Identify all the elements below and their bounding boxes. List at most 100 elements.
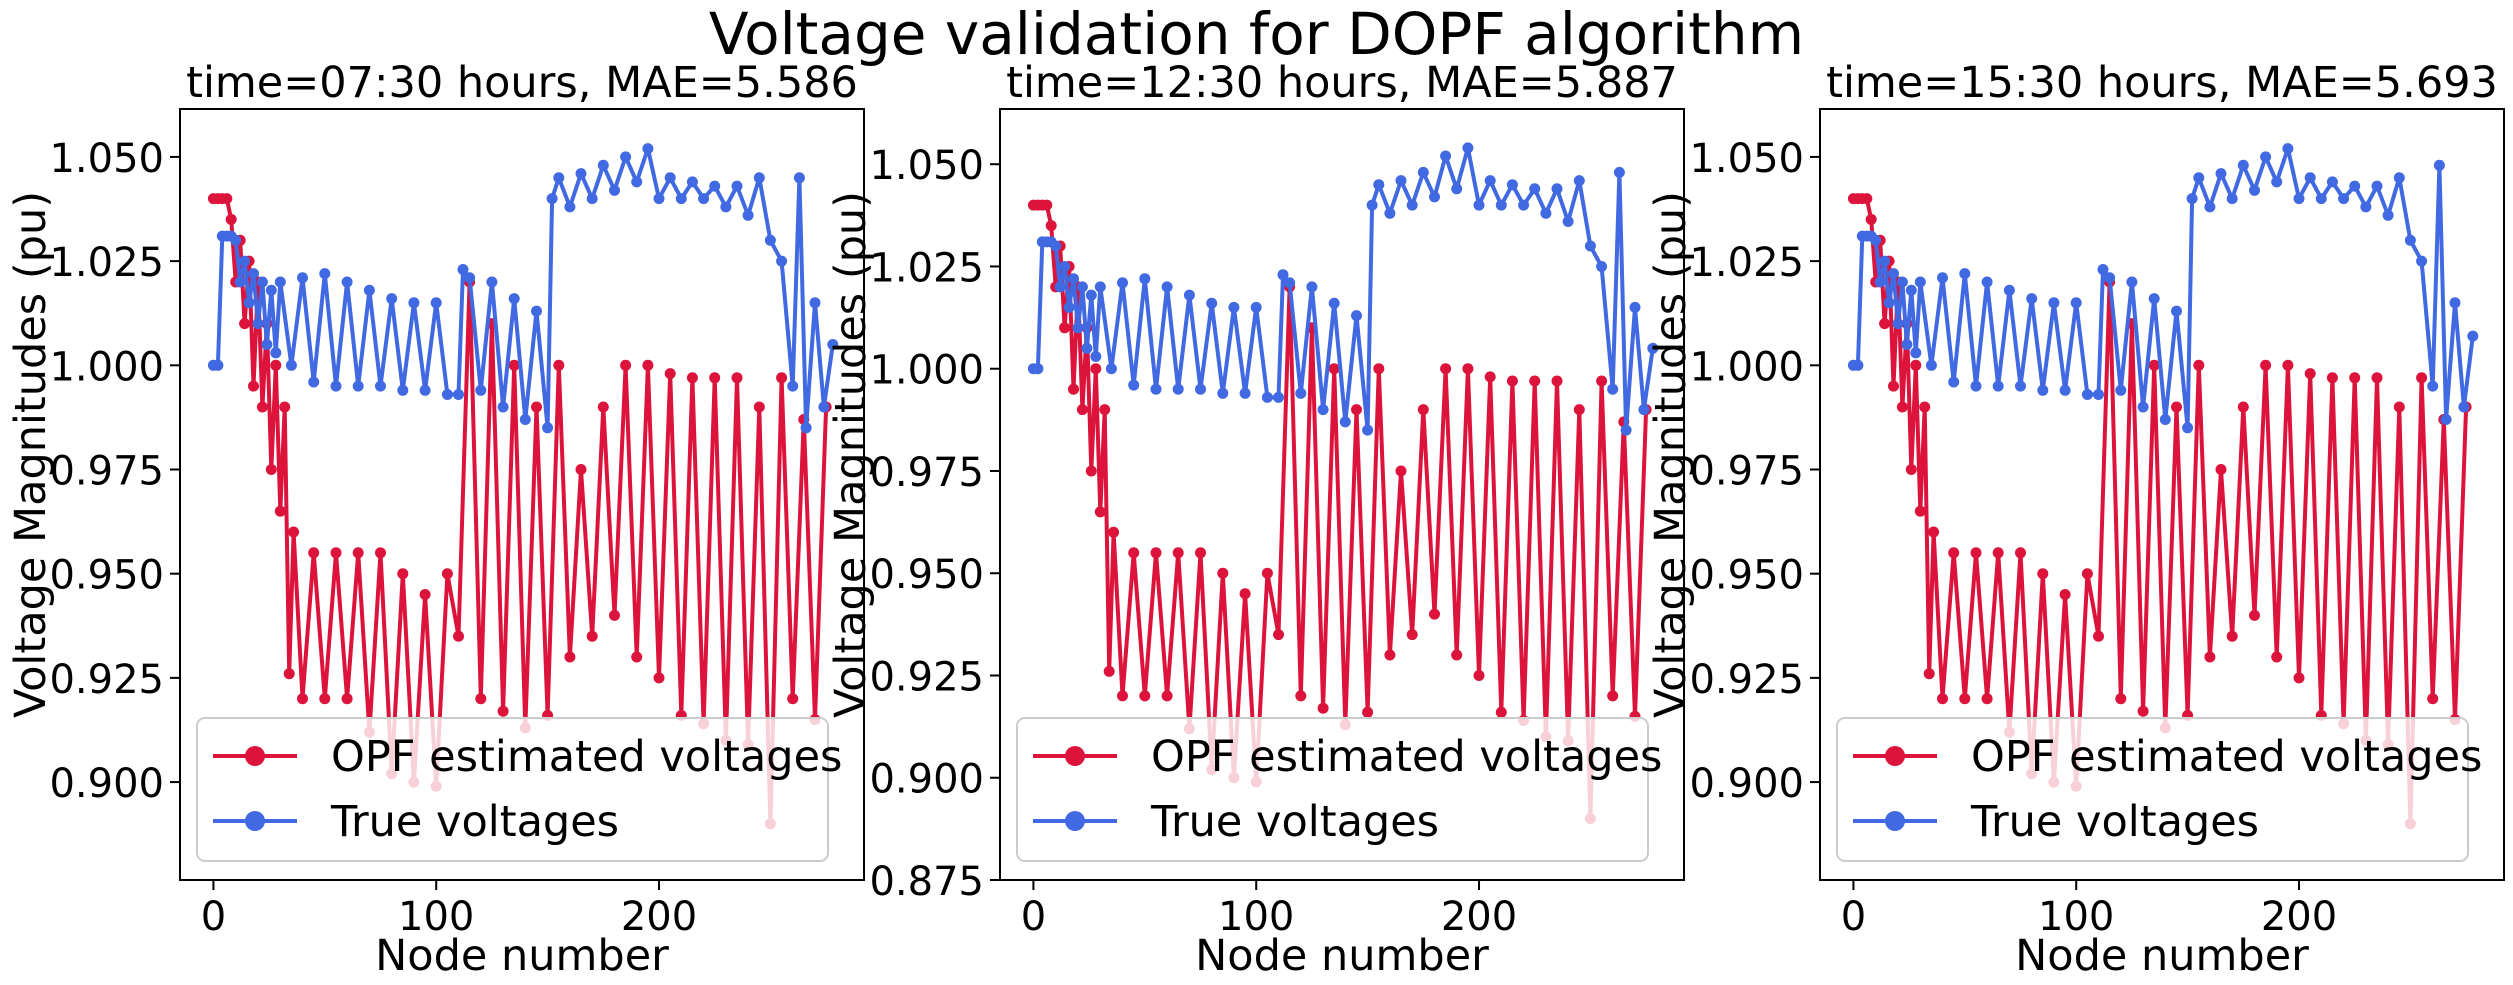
data-point: [1128, 379, 1140, 391]
data-point: [386, 293, 398, 305]
data-point: [1462, 142, 1474, 154]
data-point: [1273, 629, 1284, 641]
data-point: [1161, 690, 1173, 702]
data-point: [497, 705, 509, 717]
axes-frame: [179, 108, 865, 881]
data-point: [508, 293, 520, 305]
data-point: [731, 372, 743, 384]
data-point: [2097, 264, 2109, 275]
data-point: [1183, 289, 1195, 301]
data-point: [2326, 372, 2338, 384]
data-point: [1874, 276, 1886, 288]
data-point: [1937, 693, 1948, 705]
data-point: [827, 339, 839, 350]
data-point: [1613, 166, 1625, 178]
data-point: [1959, 693, 1971, 705]
data-point: [1551, 183, 1563, 195]
y-tick-label: 1.050: [869, 143, 984, 189]
data-point: [1072, 322, 1084, 334]
data-point: [787, 380, 799, 392]
data-point: [2360, 201, 2372, 213]
data-point: [1440, 363, 1452, 375]
data-point: [1495, 199, 1507, 211]
data-point: [2260, 151, 2272, 163]
data-point: [319, 693, 331, 705]
data-point: [1910, 347, 1922, 359]
data-point: [1948, 547, 1960, 559]
series-true: [1847, 143, 2479, 434]
data-point: [1094, 281, 1106, 293]
data-point: [1451, 183, 1463, 195]
data-point: [274, 505, 286, 517]
data-point: [686, 176, 698, 188]
data-point: [475, 693, 487, 705]
data-point: [2015, 380, 2026, 392]
legend-label: True voltages: [1970, 797, 2259, 847]
data-point: [1451, 649, 1463, 661]
data-point: [221, 193, 233, 205]
data-point: [1905, 464, 1917, 475]
data-point: [2349, 372, 2361, 384]
legend-label: OPF estimated voltages: [331, 732, 842, 782]
data-point: [653, 672, 665, 684]
data-point: [1925, 359, 1937, 371]
data-point: [686, 372, 698, 384]
data-point: [1351, 310, 1362, 322]
data-point: [1901, 339, 1913, 350]
data-point: [1540, 207, 1552, 219]
data-point: [609, 184, 620, 196]
data-point: [2293, 672, 2305, 684]
data-point: [631, 651, 643, 663]
data-point: [297, 693, 308, 705]
y-tick-label: 1.000: [869, 348, 984, 394]
legend-marker: [245, 746, 265, 766]
data-point: [2115, 384, 2127, 396]
data-point: [248, 268, 259, 280]
data-point: [709, 180, 721, 192]
panel-title: time=15:30 hours, MAE=5.693: [1826, 58, 2498, 108]
data-point: [664, 172, 676, 184]
data-point: [1032, 363, 1044, 375]
data-point: [519, 414, 531, 425]
data-point: [1195, 547, 1206, 559]
data-point: [1948, 376, 1960, 388]
y-tick-label: 1.000: [49, 344, 164, 390]
data-point: [531, 305, 542, 317]
data-point: [2104, 272, 2116, 284]
data-point: [2416, 372, 2428, 384]
data-point: [1068, 273, 1079, 285]
data-point: [1440, 150, 1452, 162]
y-tick-label: 0.925: [49, 657, 164, 703]
x-axis-label: Node number: [375, 931, 669, 981]
data-point: [1206, 297, 1218, 309]
data-point: [2338, 193, 2350, 205]
data-point: [586, 630, 598, 642]
data-point: [553, 359, 565, 371]
data-point: [1888, 380, 1899, 392]
data-point: [1861, 193, 1873, 205]
data-point: [2304, 368, 2316, 380]
x-tick-label: 100: [1218, 894, 1294, 940]
data-point: [1172, 383, 1184, 395]
data-point: [731, 180, 743, 192]
data-point: [2148, 293, 2160, 305]
data-point: [1865, 213, 1877, 225]
data-point: [1473, 199, 1485, 211]
data-point: [453, 630, 464, 642]
data-point: [1573, 404, 1585, 416]
y-tick-label: 0.950: [1689, 553, 1804, 599]
data-point: [256, 401, 268, 413]
data-point: [1261, 391, 1273, 403]
data-point: [2204, 201, 2216, 213]
data-point: [1395, 175, 1407, 187]
data-point: [1306, 281, 1318, 293]
data-point: [1117, 690, 1128, 702]
data-point: [243, 297, 255, 309]
data-point: [1629, 301, 1641, 313]
data-point: [352, 380, 364, 392]
y-tick-label: 0.975: [49, 448, 164, 494]
x-tick-label: 200: [621, 894, 697, 940]
data-point: [230, 234, 242, 246]
data-point: [2271, 651, 2283, 663]
y-tick-label: 0.900: [1689, 761, 1804, 807]
